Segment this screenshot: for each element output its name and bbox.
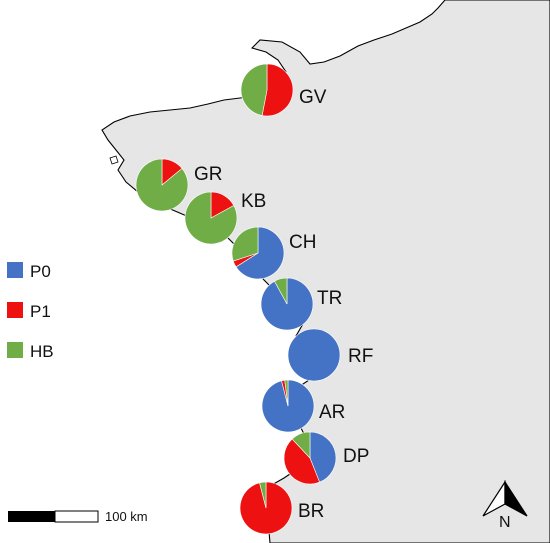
pie-slice-rf-p0 bbox=[287, 328, 341, 382]
pie-slice-dp-p0 bbox=[309, 431, 337, 483]
site-label-ar: AR bbox=[319, 402, 345, 423]
legend-label-p0: P0 bbox=[30, 262, 51, 281]
site-label-kb: KB bbox=[241, 191, 266, 212]
site-label-ch: CH bbox=[289, 232, 316, 253]
scale-bar-black-segment bbox=[8, 511, 55, 522]
pie-slice-gv-p1 bbox=[261, 63, 294, 117]
pie-slice-dp-hb bbox=[291, 431, 311, 459]
pie-slice-kb-hb bbox=[184, 191, 238, 245]
site-label-tr: TR bbox=[317, 288, 342, 309]
pie-rf bbox=[287, 328, 341, 382]
pie-ch bbox=[231, 226, 285, 280]
site-label-br: BR bbox=[298, 501, 324, 522]
pie-gr bbox=[135, 158, 189, 212]
pie-kb bbox=[184, 191, 238, 245]
legend: P0 P1 HB bbox=[7, 262, 54, 361]
pie-slice-ch-hb bbox=[231, 226, 259, 262]
pie-br bbox=[239, 481, 293, 535]
legend-swatch-p0 bbox=[7, 262, 23, 278]
pie-slice-br-hb bbox=[259, 481, 267, 509]
north-arrow-icon: N bbox=[482, 479, 528, 531]
island bbox=[109, 155, 119, 165]
site-label-rf: RF bbox=[348, 346, 373, 367]
legend-label-hb: HB bbox=[30, 342, 54, 361]
pie-chart-layer: GV GR KB CH TR RF AR DP BR bbox=[135, 63, 373, 535]
north-arrow-label: N bbox=[499, 514, 511, 531]
pie-slice-dp-p1 bbox=[283, 438, 320, 485]
pie-gv bbox=[240, 63, 294, 117]
site-label-gv: GV bbox=[299, 87, 327, 108]
pie-ar bbox=[261, 379, 315, 433]
pie-dp bbox=[283, 431, 337, 485]
legend-swatch-hb bbox=[7, 342, 23, 358]
legend-swatch-p1 bbox=[7, 302, 23, 318]
pie-slice-gr-hb bbox=[135, 158, 189, 212]
pie-tr bbox=[260, 277, 314, 331]
pie-slice-ar-hb bbox=[284, 379, 289, 407]
pie-slice-ch-p0 bbox=[235, 226, 285, 280]
site-label-gr: GR bbox=[194, 164, 223, 185]
scale-bar-white-segment bbox=[54, 510, 99, 523]
pie-slice-gv-hb bbox=[240, 63, 268, 116]
scale-bar: 100 km bbox=[8, 509, 148, 524]
scale-bar-label: 100 km bbox=[105, 509, 148, 524]
legend-label-p1: P1 bbox=[30, 302, 51, 321]
site-label-dp: DP bbox=[343, 446, 369, 467]
pie-slice-tr-hb bbox=[274, 277, 288, 305]
